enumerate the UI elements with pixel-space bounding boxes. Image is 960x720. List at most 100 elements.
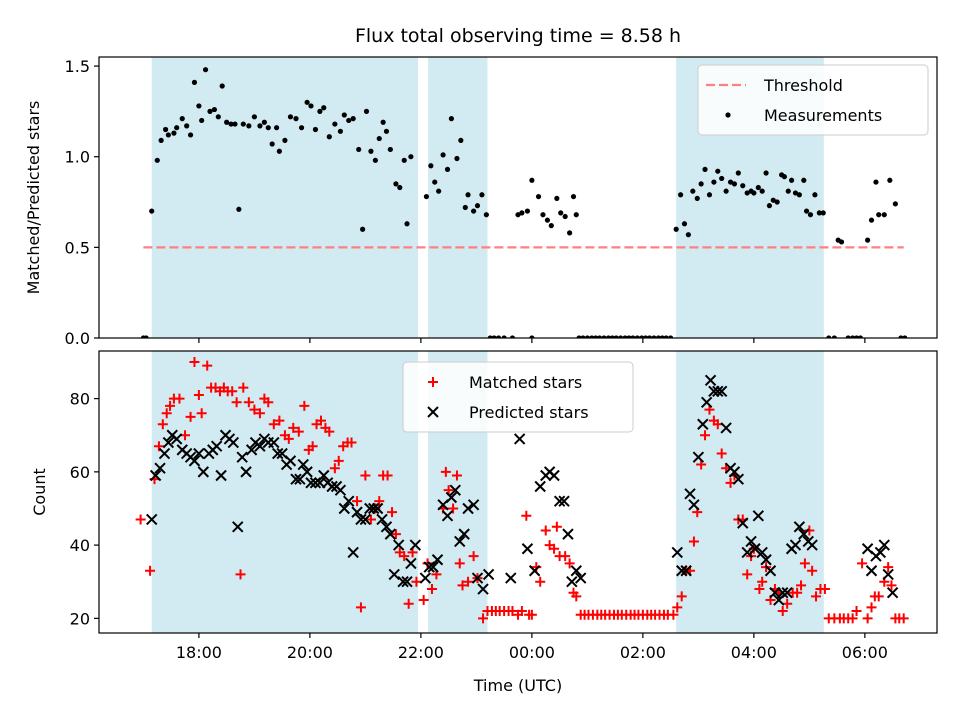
data-point-x xyxy=(700,396,713,408)
data-point-dot xyxy=(759,188,765,194)
data-point-dot xyxy=(740,183,746,189)
data-point-dot xyxy=(763,170,769,176)
data-point-x xyxy=(326,480,338,493)
data-point-x xyxy=(397,576,409,588)
data-point-x xyxy=(562,528,574,540)
data-point-dot xyxy=(690,188,696,194)
data-point-dot xyxy=(544,217,551,223)
data-point-dot xyxy=(317,108,323,114)
y-tick-label: 1.0 xyxy=(65,148,90,167)
data-point-dot xyxy=(423,193,430,200)
x-tick-label: 22:00 xyxy=(398,643,444,662)
observing-window-1 xyxy=(151,57,419,338)
bottom-panel-counts: 20 40 60 80 18:00 20:00 22:00 00:00 02:00 04:00 06… xyxy=(30,350,938,662)
data-point-plus xyxy=(507,606,518,617)
data-point-dot xyxy=(589,335,595,338)
data-point-plus xyxy=(742,569,753,580)
data-point-dot xyxy=(857,335,864,338)
data-point-dot xyxy=(881,212,887,218)
y-tick-label: 1.5 xyxy=(65,57,90,76)
data-point-dot xyxy=(774,199,780,205)
y-tick-label: 0.0 xyxy=(65,329,90,348)
axes-frame xyxy=(98,350,938,634)
data-point-plus xyxy=(161,408,172,419)
y-tick-label: 80 xyxy=(70,390,90,409)
data-point-plus xyxy=(315,415,326,426)
observing-window-1 xyxy=(151,351,419,633)
data-point-plus xyxy=(526,609,537,620)
data-point-plus xyxy=(249,404,260,415)
data-point-x xyxy=(886,587,899,599)
data-point-dot xyxy=(573,212,579,218)
data-point-plus xyxy=(196,408,207,419)
data-point-dot xyxy=(788,177,795,183)
data-point-dot xyxy=(562,213,568,220)
x-axis-label: Time (UTC) xyxy=(473,676,562,695)
legend-marker xyxy=(725,112,731,118)
data-point-dot xyxy=(224,119,230,125)
data-point-dot xyxy=(570,193,577,200)
axes-frame xyxy=(98,56,938,339)
data-point-dot xyxy=(380,119,386,125)
data-point-dot xyxy=(755,184,761,191)
data-point-plus xyxy=(540,525,551,536)
data-point-plus xyxy=(403,598,414,609)
data-point-dot xyxy=(593,335,599,338)
data-point-dot xyxy=(766,203,773,209)
data-point-x xyxy=(570,565,582,577)
data-point-dot xyxy=(618,335,624,338)
data-point-x xyxy=(401,576,413,588)
data-point-dot xyxy=(826,335,832,338)
data-point-dot xyxy=(501,335,507,338)
data-point-dot xyxy=(873,179,879,185)
data-point-x xyxy=(338,502,351,515)
data-point-dot xyxy=(287,114,294,120)
data-point-plus xyxy=(898,613,909,624)
data-point-x xyxy=(692,451,705,463)
data-point-dot xyxy=(474,203,481,209)
data-point-x xyxy=(760,554,772,566)
data-point-dot xyxy=(567,230,573,236)
data-point-plus xyxy=(333,455,344,466)
data-point-dot xyxy=(681,221,688,227)
data-point-x xyxy=(297,458,309,471)
data-point-plus xyxy=(549,543,560,554)
data-point-x xyxy=(741,546,753,559)
data-point-x xyxy=(704,374,717,387)
data-point-plus xyxy=(551,521,562,532)
data-point-plus xyxy=(426,584,437,595)
data-point-x xyxy=(720,422,732,434)
data-point-x xyxy=(548,469,560,482)
data-point-x xyxy=(371,502,384,515)
data-point-dot xyxy=(174,125,180,131)
data-point-x xyxy=(715,385,728,397)
data-point-x xyxy=(737,517,749,529)
data-point-plus xyxy=(153,441,164,452)
data-point-x xyxy=(458,528,470,540)
data-point-dot xyxy=(432,179,438,185)
data-point-dot xyxy=(646,335,653,338)
data-point-dot xyxy=(240,121,246,127)
data-point-x xyxy=(210,440,223,452)
data-point-dot xyxy=(639,335,645,338)
data-point-plus xyxy=(757,576,768,587)
data-point-dot xyxy=(341,112,347,118)
data-point-dot xyxy=(462,204,468,211)
data-point-dot xyxy=(337,128,344,134)
data-point-x xyxy=(793,521,806,533)
data-point-x xyxy=(553,495,566,507)
data-point-dot xyxy=(401,157,407,163)
data-point-dot xyxy=(143,335,149,338)
data-point-plus xyxy=(560,551,571,562)
data-point-plus xyxy=(799,558,810,569)
data-point-plus xyxy=(288,422,299,433)
data-point-dot xyxy=(576,335,582,338)
data-point-dot xyxy=(483,212,489,218)
data-point-dot xyxy=(149,208,155,214)
data-point-plus xyxy=(268,419,279,430)
data-point-dot xyxy=(892,201,898,207)
data-point-x xyxy=(676,565,688,577)
data-point-x xyxy=(343,495,355,507)
legend-marker xyxy=(427,406,439,418)
data-point-dot xyxy=(865,237,871,243)
